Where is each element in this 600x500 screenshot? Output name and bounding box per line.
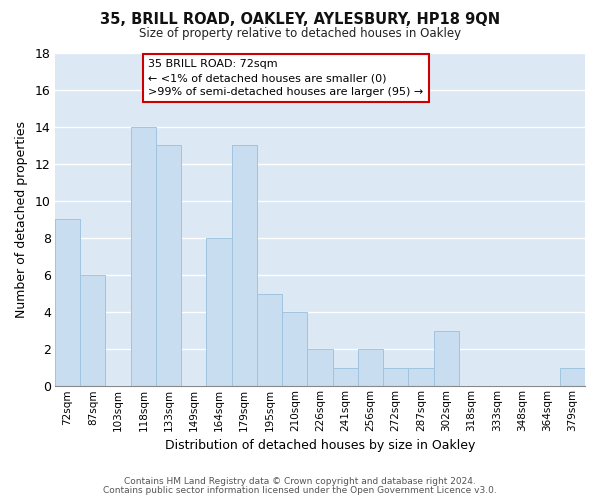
Text: 35, BRILL ROAD, OAKLEY, AYLESBURY, HP18 9QN: 35, BRILL ROAD, OAKLEY, AYLESBURY, HP18 … [100,12,500,28]
Bar [257,294,282,386]
Bar [560,368,585,386]
Text: Contains HM Land Registry data © Crown copyright and database right 2024.: Contains HM Land Registry data © Crown c… [124,477,476,486]
Bar [332,368,358,386]
Bar [383,368,409,386]
Bar [80,275,106,386]
Text: 35 BRILL ROAD: 72sqm
← <1% of detached houses are smaller (0)
>99% of semi-detac: 35 BRILL ROAD: 72sqm ← <1% of detached h… [148,60,424,98]
Bar [206,238,232,386]
Text: Size of property relative to detached houses in Oakley: Size of property relative to detached ho… [139,28,461,40]
Bar [131,126,156,386]
Bar [55,220,80,386]
X-axis label: Distribution of detached houses by size in Oakley: Distribution of detached houses by size … [165,440,475,452]
Bar [307,349,332,387]
Bar [409,368,434,386]
Bar [156,145,181,386]
Bar [232,145,257,386]
Bar [358,349,383,387]
Y-axis label: Number of detached properties: Number of detached properties [15,121,28,318]
Bar [282,312,307,386]
Text: Contains public sector information licensed under the Open Government Licence v3: Contains public sector information licen… [103,486,497,495]
Bar [434,330,459,386]
